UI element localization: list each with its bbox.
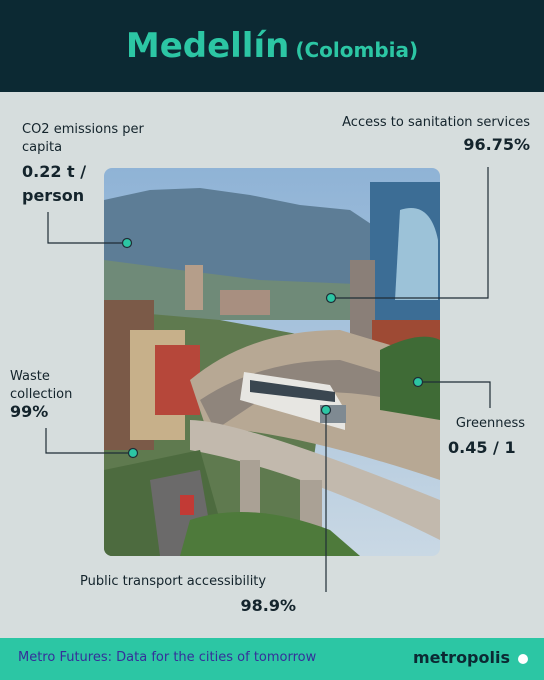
- photo: [104, 168, 440, 556]
- stat-value: 96.75%: [463, 135, 530, 154]
- header: Medellín (Colombia): [0, 0, 544, 92]
- stat-label: Waste collection: [10, 369, 73, 402]
- stat-value: 0.45 / 1: [448, 438, 516, 457]
- markers: [121, 237, 424, 459]
- brand-dot: [518, 654, 528, 664]
- brand: metropolis: [413, 648, 510, 667]
- subtitle: (Colombia): [295, 38, 419, 62]
- connectors: [45, 167, 491, 592]
- stat-label: CO2 emissions per capita: [22, 122, 144, 155]
- stat-value: 0.22 t / person: [22, 162, 87, 205]
- stat-label: Access to sanitation services: [342, 115, 530, 130]
- stat-value: 99%: [10, 402, 49, 421]
- title: Medellín: [125, 26, 290, 66]
- tagline: Metro Futures: Data for the cities of to…: [18, 650, 317, 665]
- stat-label: Public transport accessibility: [80, 574, 267, 589]
- stat-value: 98.9%: [240, 596, 296, 615]
- footer: Metro Futures: Data for the cities of to…: [0, 638, 544, 680]
- stat-label: Greenness: [455, 416, 525, 431]
